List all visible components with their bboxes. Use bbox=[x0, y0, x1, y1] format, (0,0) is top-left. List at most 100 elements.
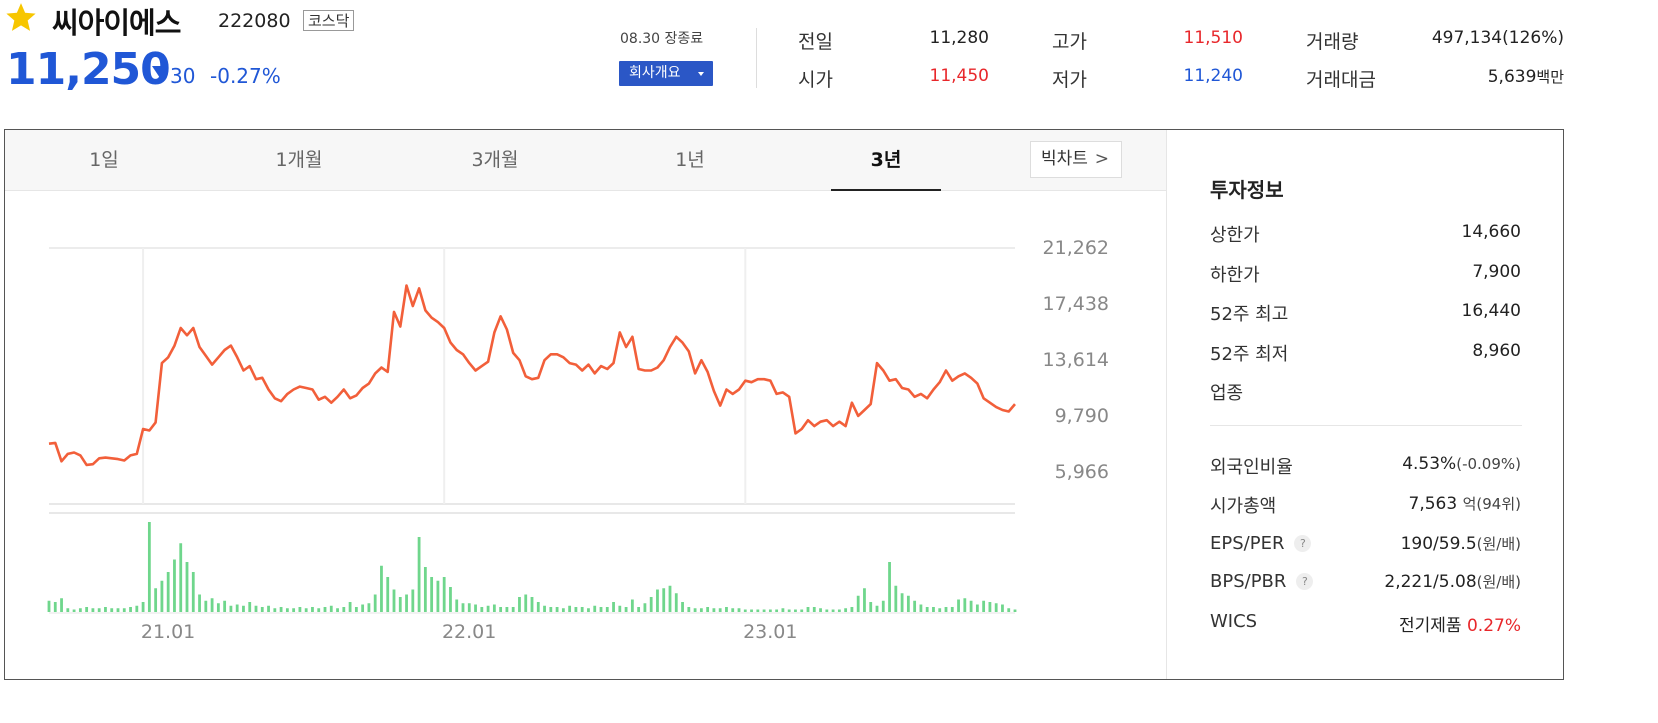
volume-bar bbox=[712, 608, 716, 612]
volume-bar bbox=[831, 609, 835, 612]
volume-bar bbox=[317, 608, 321, 612]
volume-bar bbox=[555, 607, 559, 612]
low52-label: 52주 최저 bbox=[1210, 344, 1289, 365]
volume-bar bbox=[499, 607, 503, 612]
market-badge: 코스닥 bbox=[303, 10, 355, 31]
wics-industry[interactable]: 전기제품 bbox=[1399, 616, 1462, 636]
eps-per-number: 190/59.5 bbox=[1400, 534, 1477, 554]
volume-bar bbox=[386, 577, 390, 612]
volume-bar bbox=[950, 607, 954, 612]
company-overview-button[interactable]: 회사개요 bbox=[619, 61, 713, 86]
eps-per-text: EPS/PER bbox=[1210, 533, 1285, 554]
volume-bar bbox=[975, 604, 979, 612]
volume-value: 497,134(126%) bbox=[1431, 28, 1564, 48]
volume-bar bbox=[806, 607, 810, 612]
volume-bar bbox=[913, 600, 917, 612]
lower-limit-label: 하한가 bbox=[1210, 265, 1260, 286]
tab-3y[interactable]: 3년 bbox=[831, 130, 941, 191]
volume-bar bbox=[191, 572, 195, 612]
market-cap-rank: (94위) bbox=[1476, 495, 1521, 513]
volume-bar bbox=[254, 605, 258, 612]
industry-label: 업종 bbox=[1210, 383, 1244, 404]
volume-bar bbox=[681, 602, 684, 612]
change-rate: -0.27% bbox=[210, 64, 281, 88]
trade-value-number: 5,639 bbox=[1487, 67, 1537, 87]
high52-label: 52주 최고 bbox=[1210, 304, 1289, 325]
foreign-change: (-0.09%) bbox=[1456, 455, 1521, 473]
volume-bar bbox=[85, 607, 89, 612]
market-cap-label: 시가총액 bbox=[1210, 496, 1277, 517]
volume-bar bbox=[304, 608, 308, 612]
change-value: 30 bbox=[170, 64, 196, 88]
lower-limit-value: 7,900 bbox=[1472, 262, 1521, 282]
tab-1y[interactable]: 1년 bbox=[675, 149, 705, 171]
volume-bar bbox=[618, 605, 622, 612]
volume-bar bbox=[430, 577, 434, 612]
bigchart-button[interactable]: 빅차트 > bbox=[1030, 141, 1122, 178]
volume-bar bbox=[963, 598, 967, 612]
volume-bar bbox=[348, 602, 352, 612]
header-divider bbox=[756, 28, 757, 88]
volume-bar bbox=[938, 608, 942, 612]
volume-bar bbox=[505, 607, 509, 612]
volume-bar bbox=[248, 602, 252, 612]
volume-bar bbox=[455, 599, 459, 612]
x-tick-label: 23.01 bbox=[743, 621, 797, 643]
help-icon[interactable]: ? bbox=[1294, 535, 1312, 552]
volume-bar bbox=[367, 603, 371, 612]
volume-bar bbox=[994, 603, 998, 612]
volume-bar bbox=[242, 605, 245, 612]
low52-value: 8,960 bbox=[1472, 341, 1521, 361]
volume-bar bbox=[198, 594, 201, 612]
help-icon[interactable]: ? bbox=[1296, 573, 1314, 590]
volume-bar bbox=[524, 594, 528, 612]
volume-bar bbox=[461, 603, 465, 612]
high-label: 고가 bbox=[1052, 31, 1087, 53]
volume-bar bbox=[380, 565, 383, 612]
volume-bar bbox=[568, 605, 572, 612]
volume-bar bbox=[888, 562, 891, 612]
star-icon[interactable] bbox=[4, 1, 38, 35]
market-cap-unit: 억 bbox=[1462, 495, 1477, 513]
volume-bar bbox=[78, 608, 82, 612]
volume-bar bbox=[593, 605, 597, 612]
volume-bar bbox=[486, 605, 490, 612]
volume-bar bbox=[104, 607, 107, 612]
caret-down-icon bbox=[698, 72, 704, 76]
volume-bar bbox=[561, 608, 565, 612]
y-tick-label: 21,262 bbox=[1043, 237, 1109, 259]
wics-label: WICS bbox=[1210, 611, 1258, 632]
volume-bar bbox=[762, 609, 766, 612]
volume-bar bbox=[480, 607, 484, 612]
eps-per-value: 190/59.5(원/배) bbox=[1401, 533, 1521, 554]
bps-pbr-unit: (원/배) bbox=[1476, 573, 1521, 591]
down-arrow-icon bbox=[152, 66, 168, 78]
tab-1m[interactable]: 1개월 bbox=[275, 149, 323, 171]
volume-bar bbox=[612, 602, 615, 612]
volume-bar bbox=[373, 594, 377, 612]
volume-bar bbox=[750, 609, 753, 612]
upper-limit-value: 14,660 bbox=[1461, 222, 1521, 242]
chevron-right-icon: > bbox=[1094, 149, 1109, 169]
volume-bar bbox=[737, 608, 741, 612]
tab-3m[interactable]: 3개월 bbox=[471, 149, 519, 171]
tab-1d[interactable]: 1일 bbox=[89, 149, 119, 171]
volume-bar bbox=[235, 604, 239, 612]
volume-bar bbox=[411, 589, 415, 612]
volume-bar bbox=[1007, 608, 1011, 612]
stock-name: 씨아이에스 bbox=[52, 6, 181, 40]
volume-bar bbox=[643, 603, 647, 612]
volume-bar bbox=[323, 607, 327, 612]
volume-bar bbox=[906, 595, 910, 612]
volume-bar bbox=[932, 607, 935, 612]
volume-bar bbox=[511, 607, 515, 612]
volume-bar bbox=[1013, 609, 1017, 612]
volume-bar bbox=[354, 607, 358, 612]
volume-bar bbox=[856, 595, 860, 612]
volume-bar bbox=[725, 607, 728, 612]
bps-pbr-text: BPS/PBR bbox=[1210, 571, 1287, 592]
volume-bar bbox=[718, 608, 722, 612]
volume-bar bbox=[969, 600, 973, 612]
volume-bar bbox=[116, 608, 120, 612]
volume-bar bbox=[185, 562, 189, 612]
